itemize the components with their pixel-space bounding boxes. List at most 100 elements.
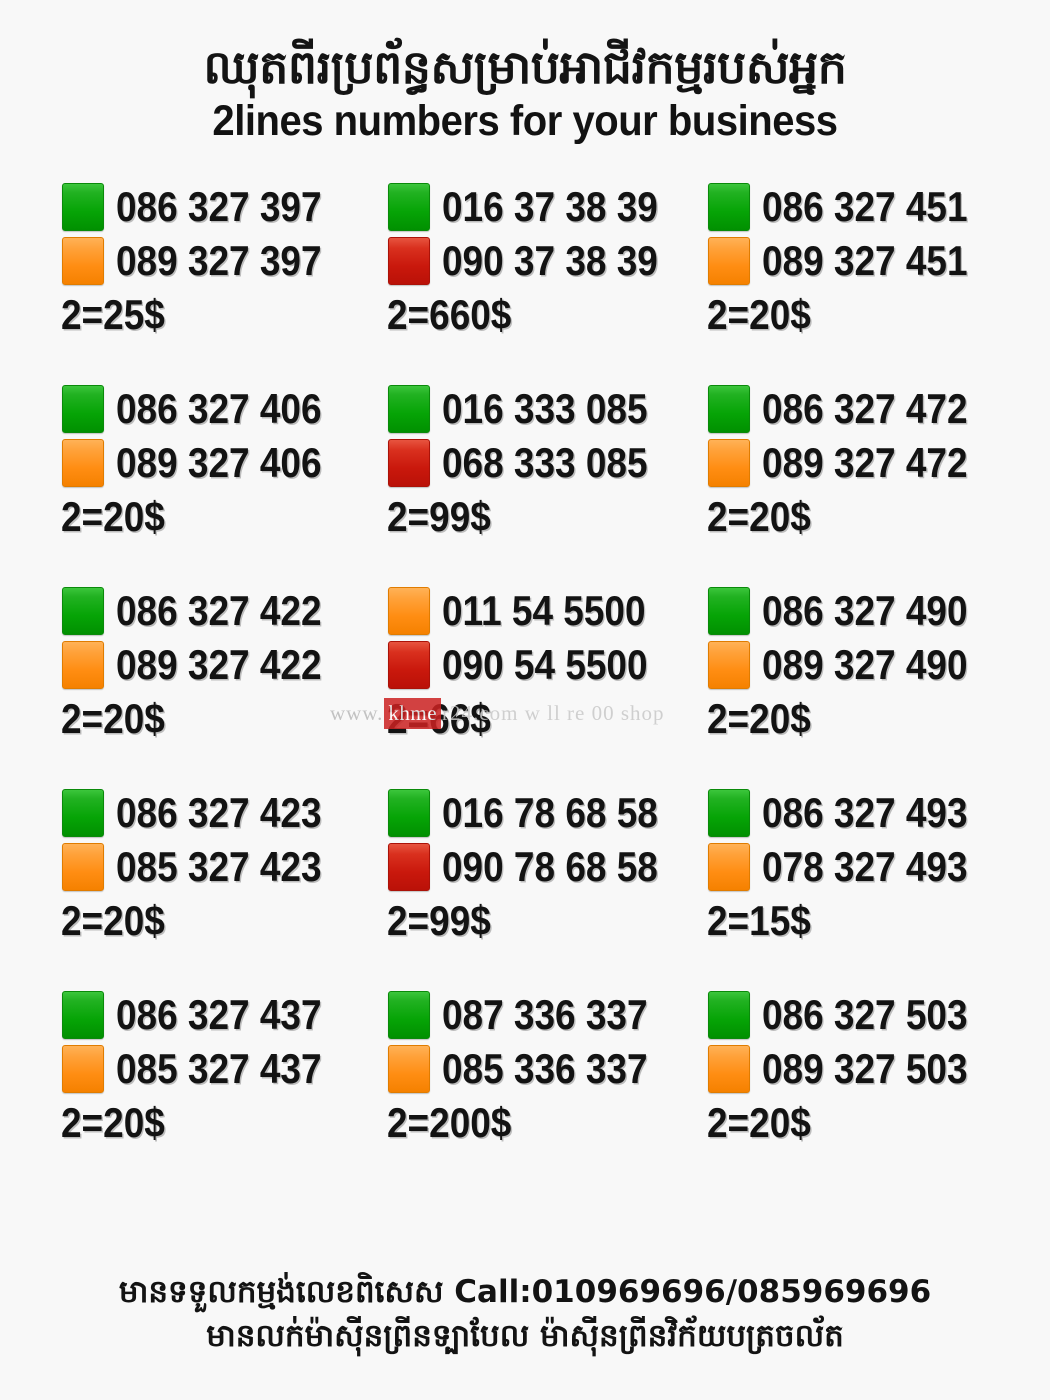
number-package-card[interactable]: 086 327 503 089 327 503 2=20$ [682, 989, 992, 1191]
phone-number-line: 085 327 423 [62, 841, 372, 893]
number-package-card[interactable]: 086 327 437 085 327 437 2=20$ [61, 989, 372, 1191]
phone-number-line: 086 327 451 [707, 181, 992, 233]
number-package-card[interactable]: 086 327 451 089 327 451 2=20$ [682, 181, 992, 383]
phone-number-text: 086 327 493 [761, 788, 968, 836]
package-price: 2=660$ [386, 290, 512, 338]
phone-number-line: 085 327 437 [62, 1043, 372, 1095]
phone-number-line: 089 327 422 [62, 639, 372, 691]
green-square-icon [62, 586, 104, 635]
phone-number-text: 090 78 68 58 [441, 842, 658, 890]
green-square-icon [707, 990, 750, 1039]
number-package-card[interactable]: 086 327 472 089 327 472 2=20$ [682, 383, 992, 585]
number-package-card[interactable]: 011 54 5500 090 54 5500 2=66$ [372, 585, 682, 787]
page-title-english: 2lines numbers for your business [212, 96, 838, 145]
number-package-card[interactable]: 086 327 422 089 327 422 2=20$ [61, 585, 372, 787]
phone-number-text: 089 327 422 [116, 640, 322, 688]
red-square-icon [387, 236, 430, 285]
package-price: 2=200$ [386, 1098, 512, 1146]
phone-number-text: 086 327 451 [761, 182, 968, 230]
orange-square-icon [707, 640, 750, 689]
green-square-icon [387, 990, 430, 1039]
orange-square-icon [707, 1044, 750, 1093]
number-package-card[interactable]: 016 78 68 58 090 78 68 58 2=99$ [372, 787, 682, 989]
orange-square-icon [62, 640, 104, 689]
page-title-khmer: ឈុតពីរប្រព័ន្ធសម្រាប់អាជីវកម្មរបស់អ្នក [203, 40, 847, 94]
package-price: 2=20$ [61, 896, 165, 944]
orange-square-icon [387, 1044, 430, 1093]
phone-number-line: 086 327 423 [62, 787, 372, 839]
green-square-icon [387, 182, 430, 231]
phone-number-text: 086 327 437 [116, 990, 322, 1038]
red-square-icon [387, 842, 430, 891]
green-square-icon [62, 990, 104, 1039]
phone-number-text: 068 333 085 [441, 438, 648, 486]
orange-square-icon [62, 1044, 104, 1093]
phone-number-line: 090 54 5500 [387, 639, 682, 691]
phone-number-line: 089 327 503 [707, 1043, 992, 1095]
number-package-card[interactable]: 086 327 406 089 327 406 2=20$ [61, 383, 372, 585]
number-package-card[interactable]: 087 336 337 085 336 337 2=200$ [372, 989, 682, 1191]
phone-number-line: 087 336 337 [387, 989, 682, 1041]
number-package-card[interactable]: 016 333 085 068 333 085 2=99$ [372, 383, 682, 585]
phone-number-line: 089 327 451 [707, 235, 992, 287]
green-square-icon [707, 182, 750, 231]
phone-number-line: 078 327 493 [707, 841, 992, 893]
footer-line-order-info: មានទទួលកម្មង់លេខពិសេស Call:010969696/085… [118, 1274, 932, 1311]
package-price: 2=99$ [386, 492, 491, 540]
phone-number-text: 086 327 503 [761, 990, 968, 1038]
green-square-icon [387, 788, 430, 837]
green-square-icon [62, 788, 104, 837]
phone-number-line: 085 336 337 [387, 1043, 682, 1095]
phone-number-line: 086 327 422 [62, 585, 372, 637]
phone-number-text: 089 327 490 [761, 640, 968, 688]
package-price: 2=20$ [61, 1098, 165, 1146]
phone-number-text: 086 327 490 [761, 586, 968, 634]
phone-number-line: 086 327 406 [62, 383, 372, 435]
phone-number-line: 090 37 38 39 [387, 235, 682, 287]
package-price: 2=20$ [706, 290, 811, 338]
package-price: 2=20$ [706, 492, 811, 540]
phone-number-line: 089 327 490 [707, 639, 992, 691]
green-square-icon [707, 384, 750, 433]
number-package-card[interactable]: 016 37 38 39 090 37 38 39 2=660$ [372, 181, 682, 383]
package-price: 2=20$ [61, 694, 165, 742]
number-package-card[interactable]: 086 327 397 089 327 397 2=25$ [61, 181, 372, 383]
phone-number-text: 090 37 38 39 [441, 236, 658, 284]
package-price: 2=20$ [61, 492, 165, 540]
red-square-icon [387, 640, 430, 689]
number-package-card[interactable]: 086 327 423 085 327 423 2=20$ [61, 787, 372, 989]
number-grid-row: 086 327 397 089 327 397 2=25$ 016 37 38 39 0… [61, 181, 992, 383]
phone-number-text: 086 327 423 [116, 788, 322, 836]
phone-number-text: 085 336 337 [441, 1044, 648, 1092]
phone-number-line: 089 327 397 [62, 235, 372, 287]
package-price: 2=20$ [706, 694, 811, 742]
orange-square-icon [387, 586, 430, 635]
phone-number-text: 089 327 397 [116, 236, 322, 284]
package-price: 2=25$ [61, 290, 165, 338]
package-price: 2=15$ [706, 896, 811, 944]
package-price: 2=20$ [706, 1098, 811, 1146]
phone-number-text: 016 78 68 58 [441, 788, 658, 836]
number-package-card[interactable]: 086 327 490 089 327 490 2=20$ [682, 585, 992, 787]
number-grid: 086 327 397 089 327 397 2=25$ 016 37 38 39 0… [0, 181, 1050, 1273]
orange-square-icon [707, 842, 750, 891]
phone-number-text: 086 327 406 [116, 384, 322, 432]
number-grid-row: 086 327 423 085 327 423 2=20$ 016 78 68 58 0… [61, 787, 992, 989]
poster-header: ឈុតពីរប្រព័ន្ធសម្រាប់អាជីវកម្មរបស់អ្នក 2… [0, 0, 1050, 145]
phone-number-line: 086 327 472 [707, 383, 992, 435]
number-package-card[interactable]: 086 327 493 078 327 493 2=15$ [682, 787, 992, 989]
phone-number-text: 086 327 472 [761, 384, 968, 432]
phone-number-text: 085 327 437 [116, 1044, 322, 1092]
phone-number-text: 078 327 493 [761, 842, 968, 890]
phone-number-line: 089 327 406 [62, 437, 372, 489]
phone-number-line: 016 333 085 [387, 383, 682, 435]
footer-line-printer-info: មានលក់ម៉ាស៊ីនព្រីនទ្បាបែល ម៉ាស៊ីនព្រីនវិ… [206, 1318, 844, 1355]
orange-square-icon [62, 236, 104, 285]
number-grid-row: 086 327 406 089 327 406 2=20$ 016 333 085 06… [61, 383, 992, 585]
phone-number-line: 086 327 493 [707, 787, 992, 839]
phone-number-text: 089 327 472 [761, 438, 968, 486]
phone-number-text: 016 37 38 39 [441, 182, 658, 230]
orange-square-icon [62, 842, 104, 891]
package-price: 2=66$ [386, 694, 491, 742]
